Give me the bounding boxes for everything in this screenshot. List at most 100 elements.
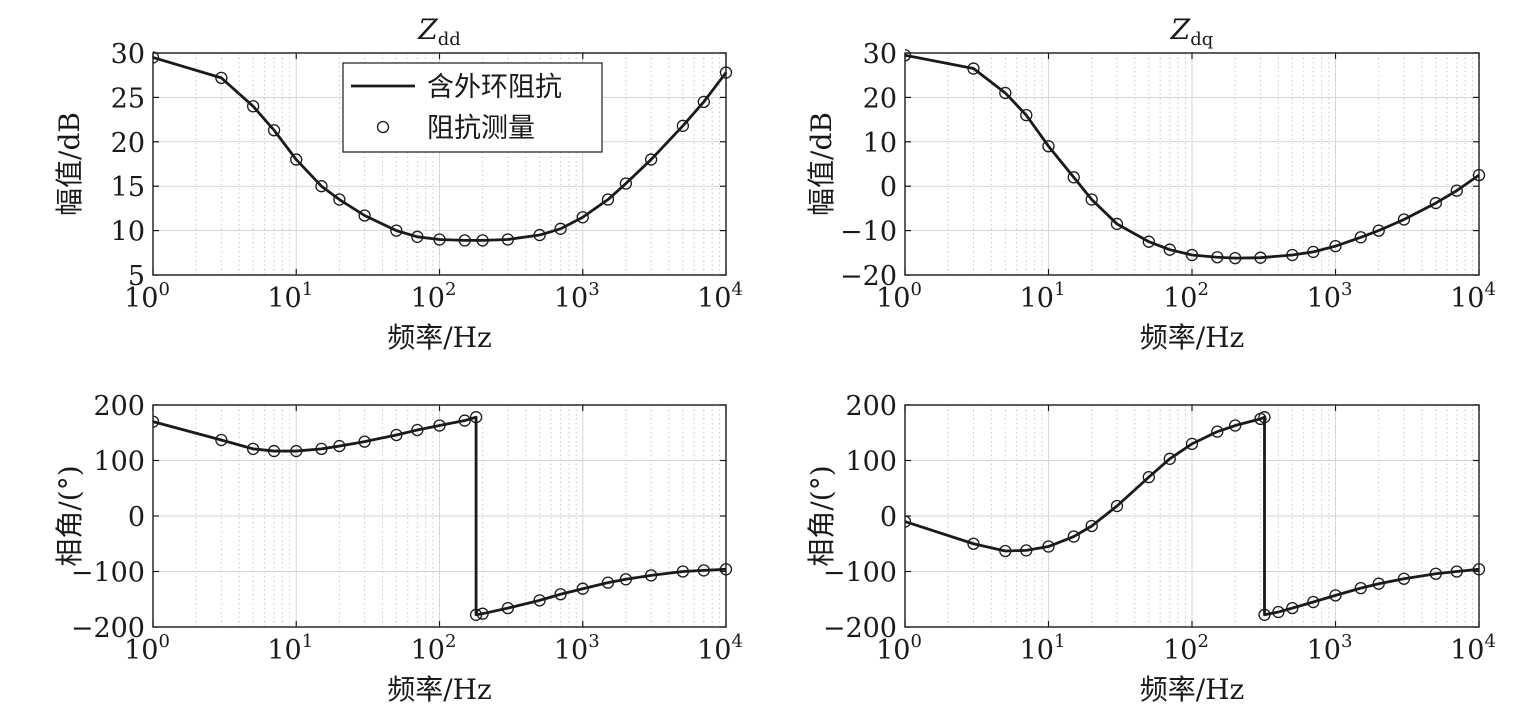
y-tick-label: 5 [128,261,145,292]
x-tick-label: 101 [1020,279,1066,314]
data-point [333,439,346,453]
series-markers-1 [905,49,1486,265]
data-point [1329,239,1342,253]
data-point [1258,411,1271,424]
y-tick-label: 20 [111,128,145,159]
y-tick-label: 200 [93,391,145,422]
data-point [1472,168,1486,182]
data-point [1163,452,1176,465]
x-tick-label: 102 [1163,631,1209,666]
data-point [967,62,980,75]
legend-entry-label: 含外环阻抗 [427,72,562,103]
data-point [153,51,160,64]
data-point [1372,224,1385,237]
subplot-1: −20 −10 0 10 20 30 100 101 102 103 104 频率/Hz 幅值/dB Zd… [805,13,1496,354]
data-point [1286,601,1299,615]
subplot-title: Zdq [1170,13,1214,50]
data-point [676,565,690,578]
data-point [1272,605,1285,619]
x-tick-label: 100 [124,279,170,314]
data-point [290,444,303,458]
data-point [554,588,567,601]
y-tick-label: 10 [111,217,145,248]
data-point [1329,589,1342,602]
data-point [999,544,1012,558]
data-point [644,569,658,582]
legend-marker-swatch [376,120,390,134]
data-point [719,66,733,79]
x-axis-label: 频率/Hz [1140,321,1245,354]
subplot-2: −200 −100 0 100 200 100 101 102 103 104 频率/Hz 相角/(°… [53,391,743,706]
y-axis-label: 相角/(°) [805,465,838,566]
data-point [1142,235,1155,248]
data-point [411,423,424,437]
data-point [267,444,281,458]
series-markers-1 [153,51,733,247]
series-line-0 [905,53,1480,260]
x-tick-label: 101 [1020,631,1066,666]
data-point [153,415,160,428]
data-point [476,607,489,620]
data-point [1429,196,1442,210]
y-tick-label: −200 [823,613,897,644]
data-point [1354,582,1367,595]
y-tick-label: 15 [111,172,145,203]
data-point [1067,530,1080,543]
data-point [358,435,371,448]
data-point [1067,171,1080,184]
data-point [697,95,710,108]
data-point [1085,193,1098,206]
data-point [554,222,567,235]
data-point [1229,419,1242,432]
data-point [458,234,471,247]
data-point [1185,248,1199,262]
y-tick-label: 200 [845,391,897,422]
data-point [601,576,615,589]
data-point [1450,184,1463,197]
data-point [1163,243,1176,256]
y-tick-label: −20 [840,261,897,292]
data-point [619,177,633,190]
x-tick-label: 103 [1307,279,1353,314]
data-point [1354,231,1367,244]
data-point [1254,251,1267,264]
data-point [1307,595,1320,609]
x-tick-label: 104 [1450,631,1496,666]
x-tick-label: 103 [554,279,600,314]
series-line-0 [905,415,1480,617]
data-point [1110,499,1124,513]
subplot-0: 5 10 15 20 25 30 100 101 102 103 104 频率/Hz 幅值/dB Zdd 含… [53,13,743,354]
x-tick-label: 103 [1307,631,1353,666]
data-point [1429,567,1442,580]
y-tick-label: 10 [863,128,897,159]
y-axis-label: 相角/(°) [53,465,86,566]
data-point [433,419,446,432]
series-markers-1 [905,411,1486,621]
y-tick-label: 0 [880,172,897,203]
data-point [411,230,424,243]
data-point [333,193,346,206]
data-point [619,573,633,586]
y-tick-label: 0 [128,502,145,533]
data-point [1020,544,1033,557]
data-point [501,233,514,246]
subplot-title: Zdd [417,13,461,50]
data-point [644,153,658,166]
data-point [246,100,260,113]
series-markers-1 [153,411,733,621]
x-tick-label: 102 [411,279,457,314]
y-tick-label: −100 [823,558,897,589]
y-tick-label: −100 [71,558,145,589]
data-point [601,193,615,206]
legend-box [342,62,603,153]
data-point [267,124,281,137]
data-point [1307,245,1320,259]
data-point [1185,437,1199,451]
x-axis-label: 频率/Hz [1140,673,1245,706]
data-point [1229,251,1242,265]
y-tick-label: 30 [111,39,145,70]
data-point [469,411,483,424]
x-tick-label: 104 [697,631,743,666]
